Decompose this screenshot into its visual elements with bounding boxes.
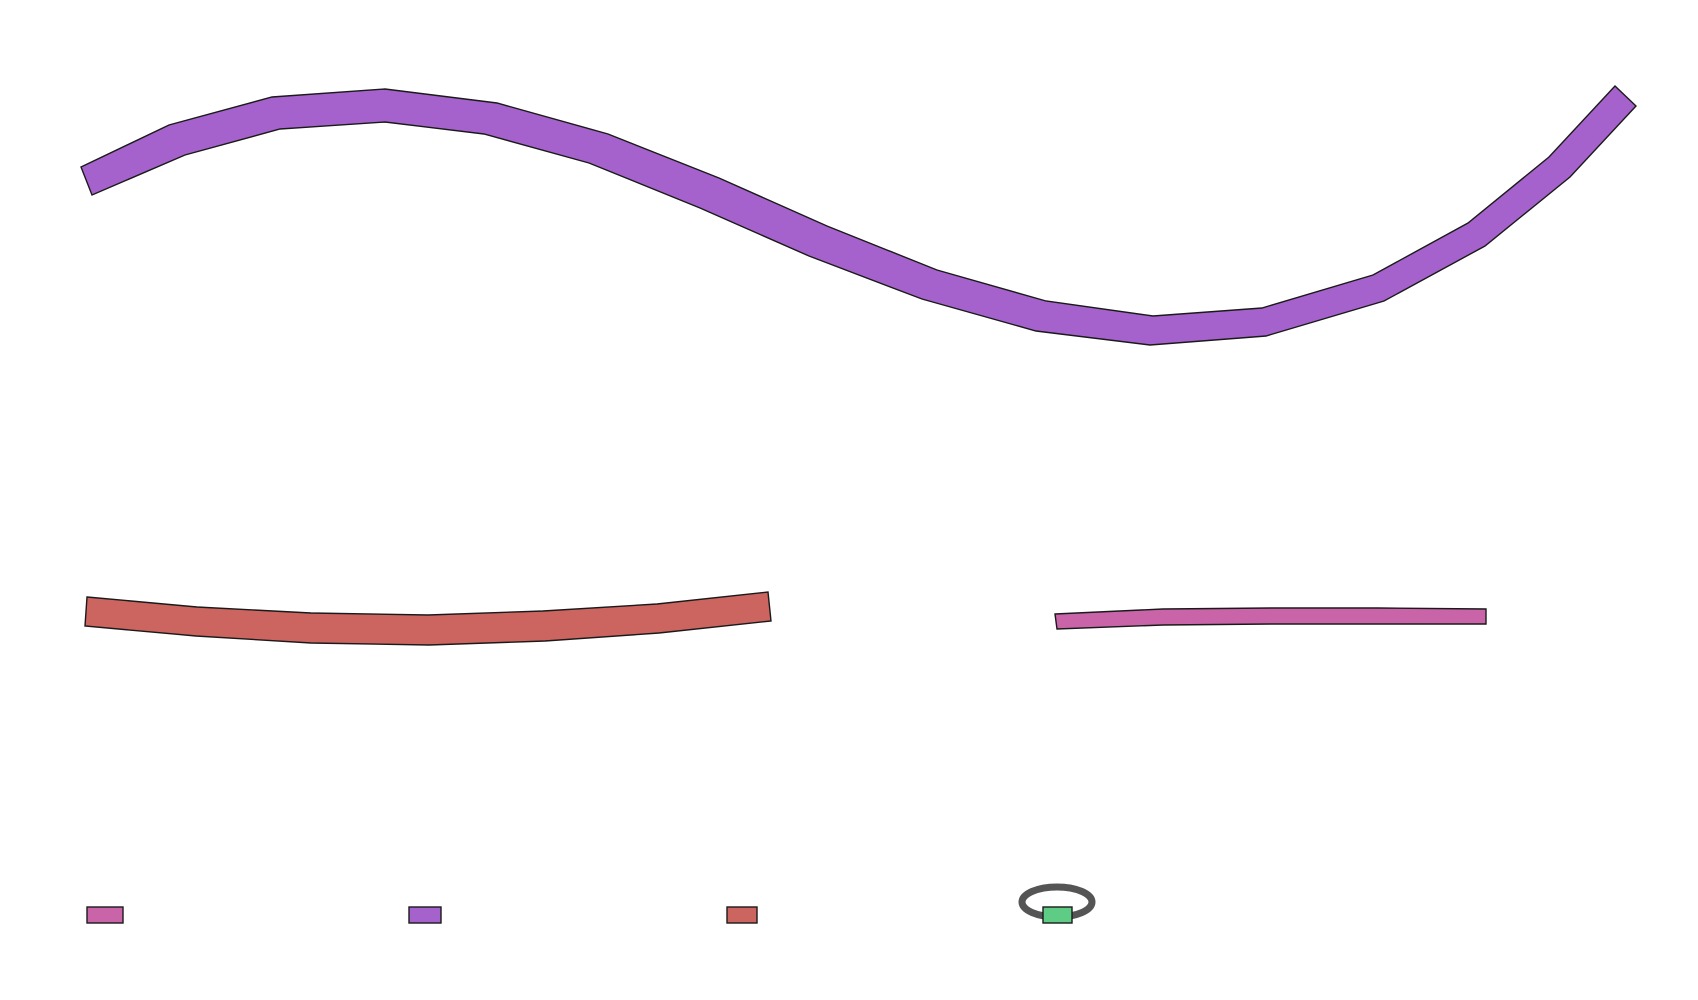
legend-key-pink	[86, 906, 124, 924]
legend-key-green	[1042, 906, 1073, 924]
purple-band	[80, 85, 1637, 346]
legend-key-red	[726, 906, 758, 924]
legend-key-purple	[408, 906, 442, 924]
red-band	[84, 591, 772, 646]
pink-band	[1054, 607, 1487, 630]
